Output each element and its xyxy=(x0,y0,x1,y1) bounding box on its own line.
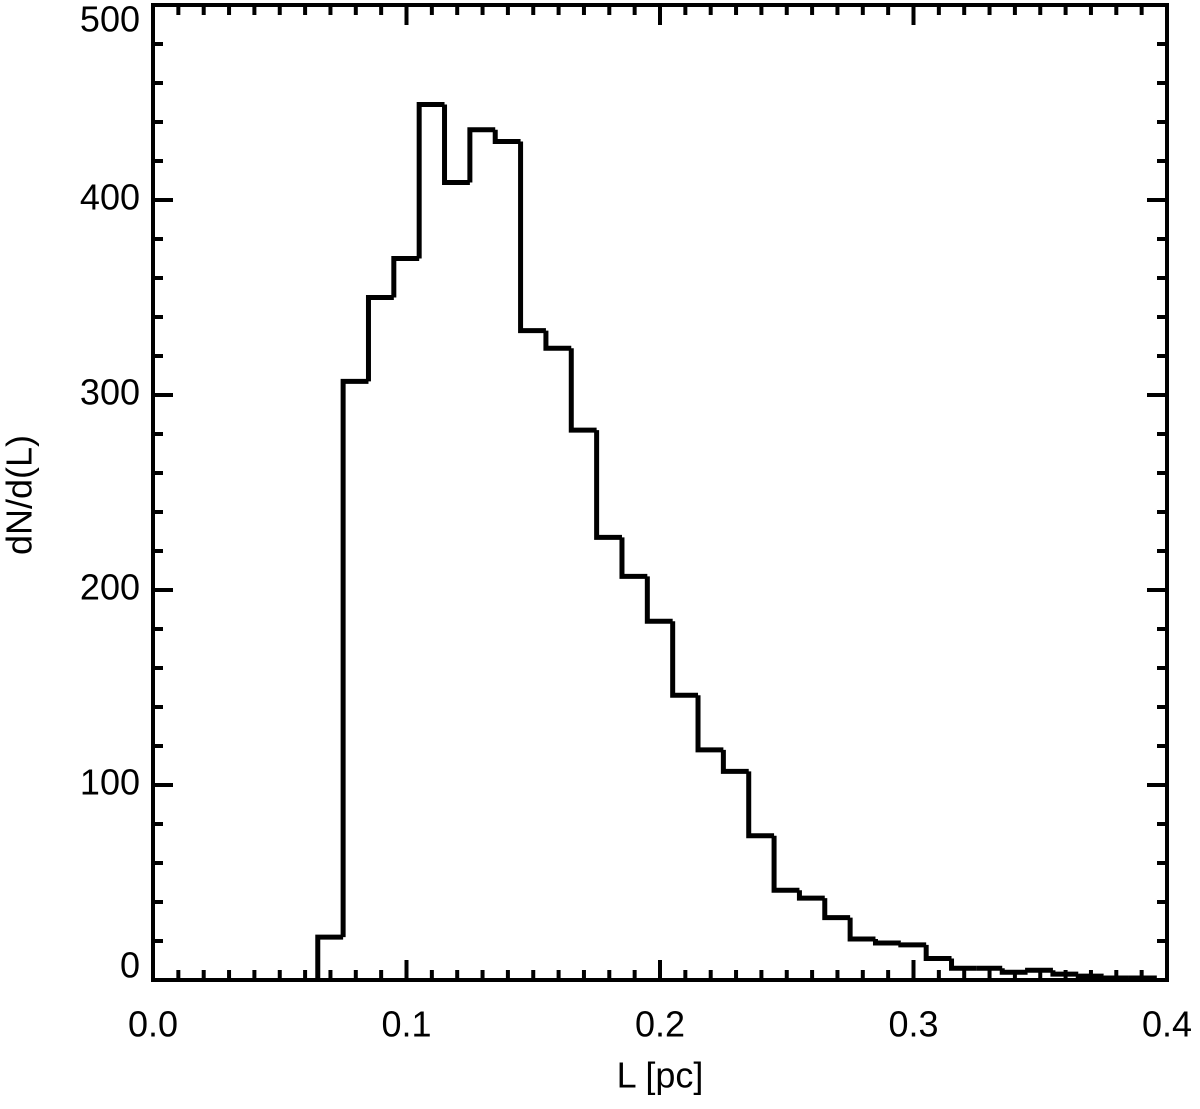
y-tick-label: 100 xyxy=(80,762,140,803)
x-tick-label: 0.1 xyxy=(381,1004,431,1045)
histogram-bin xyxy=(442,104,470,185)
plot-frame xyxy=(151,3,1169,982)
histogram-bin xyxy=(796,890,825,901)
histogram-bin xyxy=(1075,973,1104,979)
histogram-bin xyxy=(872,939,901,946)
histogram-bin xyxy=(644,576,673,624)
histogram-bin xyxy=(670,621,699,698)
histogram-bin xyxy=(594,430,622,540)
histogram-bin xyxy=(340,378,369,938)
x-tick-label: 0.3 xyxy=(888,1004,938,1045)
histogram-bin xyxy=(999,968,1028,975)
histogram-bin xyxy=(416,101,445,259)
x-axis-label: L [pc] xyxy=(617,1055,704,1096)
histogram-bin xyxy=(365,295,394,382)
histogram-bin xyxy=(1101,975,1129,981)
y-tick-label: 200 xyxy=(80,567,140,608)
histogram-bin xyxy=(568,348,597,433)
histogram-bin xyxy=(543,330,572,351)
histogram-bin xyxy=(695,695,724,753)
histogram-bin xyxy=(720,749,749,774)
histogram-bin xyxy=(391,256,420,298)
histogram-bin xyxy=(923,944,952,962)
histogram-bin xyxy=(847,917,876,942)
histogram-bin xyxy=(771,835,800,893)
y-tick-label: 400 xyxy=(80,177,140,218)
histogram-bin xyxy=(949,958,977,971)
histogram-bin xyxy=(619,537,648,579)
x-tick-label: 0.4 xyxy=(1142,1004,1192,1045)
histogram-bin xyxy=(492,129,521,144)
x-tick-label: 0.2 xyxy=(635,1004,685,1045)
y-tick-label: 300 xyxy=(80,372,140,413)
histogram-bin xyxy=(898,942,927,948)
y-axis-label: dN/d(L) xyxy=(0,435,40,555)
x-tick-label: 0.0 xyxy=(128,1004,178,1045)
histogram-bin xyxy=(518,141,546,334)
histogram-bin xyxy=(1050,970,1079,977)
histogram-bin xyxy=(822,898,851,921)
histogram-bin xyxy=(746,771,775,839)
histogram-bin xyxy=(315,934,344,980)
y-tick-label: 500 xyxy=(80,0,140,40)
histogram-bin xyxy=(467,127,496,183)
y-tick-label: 0 xyxy=(120,945,140,986)
histogram-bin xyxy=(1025,967,1053,973)
